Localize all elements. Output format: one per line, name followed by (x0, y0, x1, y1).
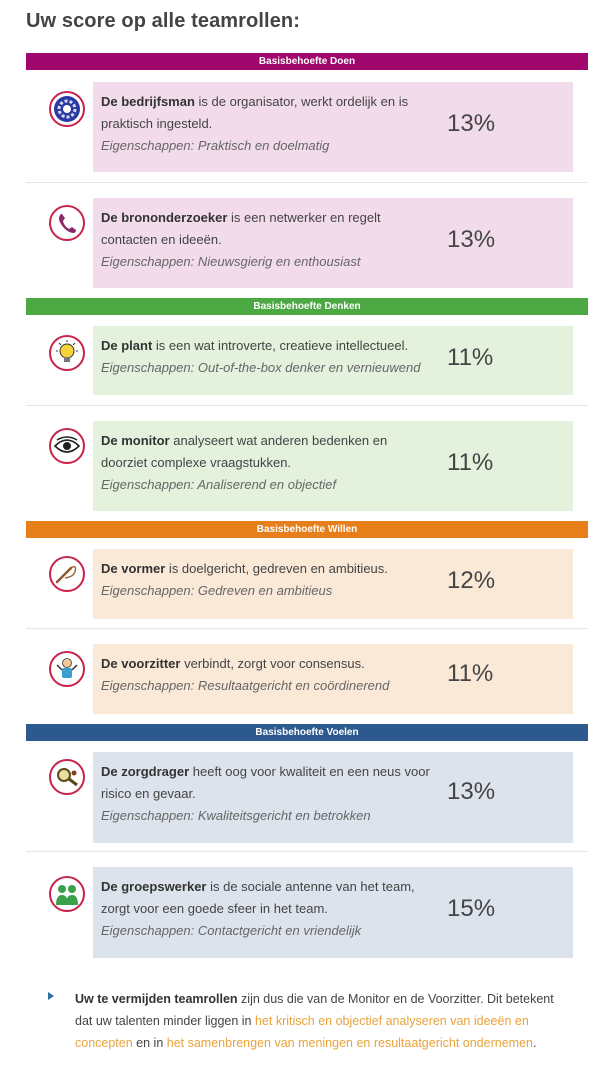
role-row-vormer: De vormer is doelgericht, gedreven en am… (26, 538, 588, 628)
section-header-voelen: Basisbehoefte Voelen (26, 724, 588, 741)
role-row-groepswerker: De groepswerker is de sociale antenne va… (26, 852, 588, 967)
role-percentage: 13% (447, 778, 496, 805)
role-box: De voorzitter verbindt, zorgt voor conse… (93, 644, 573, 714)
role-name: De voorzitter (101, 656, 181, 671)
role-desc: analyseert wat anderen bedenken en doorz… (101, 433, 388, 470)
role-desc: is de sociale antenne van het team, zorg… (101, 879, 415, 916)
role-name: De plant (101, 338, 153, 353)
role-box: De zorgdrager heeft oog voor kwaliteit e… (93, 752, 573, 843)
role-props: Eigenschappen: Analiserend en objectief (101, 477, 337, 492)
role-desc: heeft oog voor kwaliteit en een neus voo… (101, 764, 430, 801)
role-percentage: 15% (447, 895, 496, 922)
note-highlight: het kritisch en objectief analyseren van… (75, 1014, 529, 1050)
role-row-voorzitter: De voorzitter verbindt, zorgt voor conse… (26, 629, 588, 724)
role-props: Eigenschappen: Kwaliteitsgericht en betr… (101, 808, 371, 823)
role-name: De bedrijfsman (101, 94, 195, 109)
role-desc: is een netwerker en regelt contacten en … (101, 210, 381, 247)
section-header-willen: Basisbehoefte Willen (26, 521, 588, 538)
role-percentage: 13% (447, 226, 496, 253)
role-percentage: 11% (447, 344, 494, 371)
group-icon (49, 876, 85, 912)
phone-icon (49, 205, 85, 241)
role-box: De groepswerker is de sociale antenne va… (93, 867, 573, 958)
role-desc: is de organisator, werkt ordelijk en is … (101, 94, 409, 131)
role-percentage: 11% (447, 660, 494, 687)
role-percentage: 13% (447, 110, 496, 137)
note-text: . (532, 1036, 537, 1050)
role-box: De monitor analyseert wat anderen bedenk… (93, 421, 573, 511)
role-name: De monitor (101, 433, 170, 448)
role-desc: verbindt, zorgt voor consensus. (180, 656, 365, 671)
magnifier-icon (49, 759, 85, 795)
role-percentage: 12% (447, 567, 496, 594)
role-box: De vormer is doelgericht, gedreven en am… (93, 549, 573, 619)
role-name: De brononderzoeker (101, 210, 228, 225)
role-box: De bedrijfsman is de organisator, werkt … (93, 82, 573, 172)
lightbulb-icon (49, 335, 85, 371)
whip-icon (49, 556, 85, 592)
divider (26, 182, 588, 183)
role-desc: is een wat introverte, creatieve intelle… (152, 338, 409, 353)
eye-icon (49, 428, 85, 464)
bullet-arrow-icon (48, 992, 54, 1000)
role-percentage: 11% (447, 449, 494, 476)
role-name: De groepswerker (101, 879, 207, 894)
role-props: Eigenschappen: Praktisch en doelmatig (101, 138, 330, 153)
divider (26, 628, 588, 629)
role-desc: is doelgericht, gedreven en ambitieus. (165, 561, 388, 576)
role-props: Eigenschappen: Nieuwsgierig en enthousia… (101, 254, 361, 269)
role-row-brononderzoeker: De brononderzoeker is een netwerker en r… (26, 183, 588, 298)
note-bold: Uw te vermijden teamrollen (75, 992, 238, 1006)
section-header-denken: Basisbehoefte Denken (26, 298, 588, 315)
role-props: Eigenschappen: Contactgericht en vriende… (101, 923, 362, 938)
role-props: Eigenschappen: Out-of-the-box denker en … (101, 360, 421, 375)
note-text: en in (132, 1036, 167, 1050)
divider (26, 851, 588, 852)
role-row-bedrijfsman: De bedrijfsman is de organisator, werkt … (26, 70, 588, 182)
person-icon (49, 651, 85, 687)
page-title: Uw score op alle teamrollen: (26, 10, 300, 32)
section-header-doen: Basisbehoefte Doen (26, 53, 588, 70)
role-box: De plant is een wat introverte, creatiev… (93, 326, 573, 395)
note-text: zijn dus die van de Monitor en de Voorzi… (75, 992, 554, 1028)
role-row-plant: De plant is een wat introverte, creatiev… (26, 315, 588, 405)
role-name: De vormer (101, 561, 166, 576)
role-name: De zorgdrager (101, 764, 190, 779)
role-row-zorgdrager: De zorgdrager heeft oog voor kwaliteit e… (26, 741, 588, 851)
role-row-monitor: De monitor analyseert wat anderen bedenk… (26, 406, 588, 521)
role-props: Eigenschappen: Gedreven en ambitieus (101, 583, 333, 598)
avoid-roles-note: Uw te vermijden teamrollen zijn dus die … (48, 988, 568, 1054)
gear-icon (49, 91, 85, 127)
role-box: De brononderzoeker is een netwerker en r… (93, 198, 573, 288)
role-props: Eigenschappen: Resultaatgericht en coörd… (101, 678, 390, 693)
note-highlight: het samenbrengen van meningen en resulta… (166, 1036, 533, 1050)
divider (26, 405, 588, 406)
